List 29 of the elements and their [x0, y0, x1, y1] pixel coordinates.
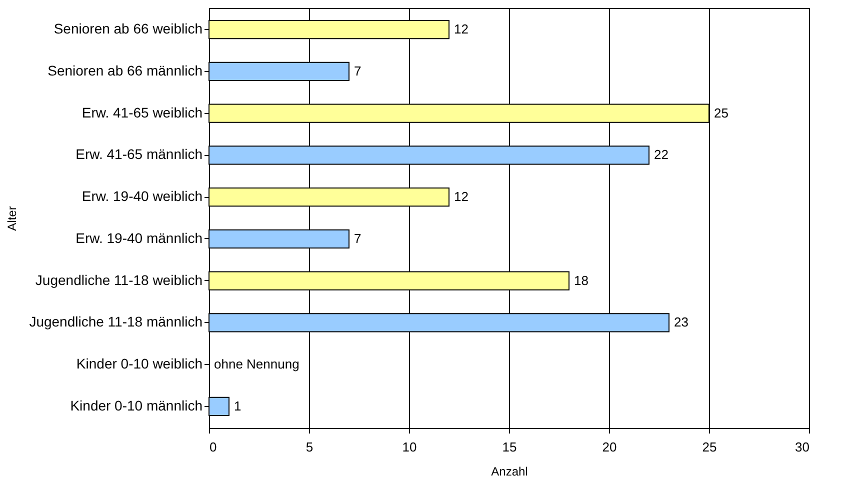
data-label: 25 — [714, 105, 728, 120]
y-axis-title: Alter — [5, 206, 20, 231]
x-tick-label: 20 — [602, 440, 617, 454]
x-tick-label: 10 — [402, 440, 417, 454]
x-tick-label: 0 — [210, 440, 217, 454]
y-tick-label: Jugendliche 11-18 weiblich — [35, 272, 202, 288]
y-tick-label: Senioren ab 66 weiblich — [54, 20, 202, 37]
y-tick-label: Erw. 19-40 weiblich — [82, 188, 202, 204]
data-label: 18 — [574, 272, 588, 288]
x-axis-title: Anzahl — [491, 464, 528, 478]
x-tick-label: 30 — [795, 440, 810, 454]
data-label: 12 — [454, 189, 468, 204]
y-tick-label: Jugendliche 11-18 männlich — [29, 314, 202, 330]
data-label: 1 — [234, 398, 242, 414]
text: ohne Nennung — [214, 356, 300, 372]
y-tick-label: Kinder 0-10 männlich — [70, 397, 202, 414]
data-label: 23 — [674, 314, 688, 330]
x-tick-label: 5 — [306, 440, 314, 454]
y-tick-label: Erw. 19-40 männlich — [76, 230, 202, 246]
data-label: 12 — [454, 22, 468, 37]
y-tick-label: Kinder 0-10 weiblich — [76, 356, 202, 372]
data-label: 22 — [654, 147, 668, 162]
data-label: 7 — [354, 230, 362, 246]
y-tick-label: Erw. 41-65 weiblich — [82, 104, 202, 120]
data-label: 7 — [354, 63, 362, 78]
x-tick-label: 15 — [502, 440, 517, 454]
y-tick-label: Erw. 41-65 männlich — [76, 146, 202, 162]
y-tick-label: Senioren ab 66 männlich — [48, 62, 202, 78]
x-tick-label: 25 — [702, 440, 717, 454]
